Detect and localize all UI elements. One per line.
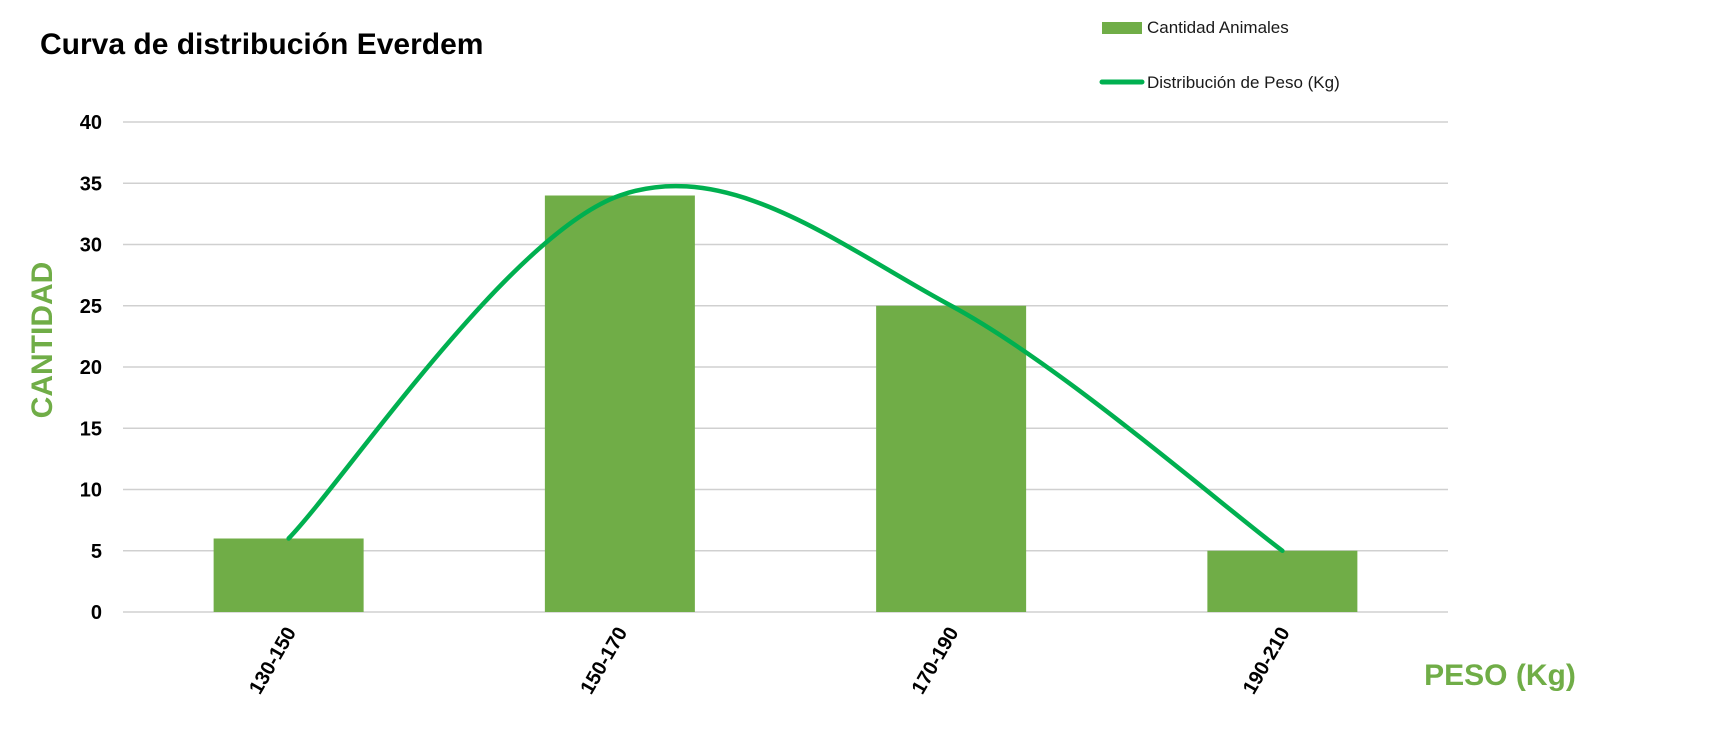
y-tick-label: 25 (80, 296, 102, 318)
y-tick-label: 35 (80, 173, 102, 195)
y-tick-label: 10 (80, 480, 102, 502)
legend: Cantidad Animales Distribución de Peso (… (1099, 18, 1340, 92)
y-axis-title: CANTIDAD (26, 262, 59, 419)
bar-150-170 (544, 195, 695, 612)
legend-bar-swatch (1102, 22, 1142, 34)
legend-line-label: Distribución de Peso (Kg) (1147, 73, 1340, 92)
y-tick-label: 20 (80, 357, 102, 379)
y-tick-label: 0 (91, 602, 102, 624)
bar-series (213, 195, 1358, 612)
bar-170-190 (876, 305, 1027, 612)
x-axis-ticks: 130-150 150-170 170-190 190-210 (245, 624, 1295, 699)
x-tick-label: 190-210 (1239, 624, 1295, 699)
x-tick-label: 170-190 (908, 624, 964, 699)
y-tick-label: 15 (80, 418, 102, 440)
x-tick-label: 130-150 (245, 624, 301, 699)
y-tick-label: 30 (80, 235, 102, 257)
y-tick-label: 5 (91, 541, 102, 563)
y-axis-ticks: 0 5 10 15 20 25 30 35 40 (80, 112, 102, 624)
chart-title: Curva de distribución Everdem (40, 28, 483, 61)
x-axis-title: PESO (Kg) (1424, 659, 1576, 692)
y-tick-label: 40 (80, 112, 102, 134)
x-tick-label: 150-170 (576, 624, 632, 699)
line-series (286, 183, 1285, 553)
legend-bar-label: Cantidad Animales (1147, 18, 1289, 37)
bar-130-150 (213, 538, 364, 612)
distribution-curve (286, 183, 1285, 553)
bar-190-210 (1207, 550, 1358, 612)
